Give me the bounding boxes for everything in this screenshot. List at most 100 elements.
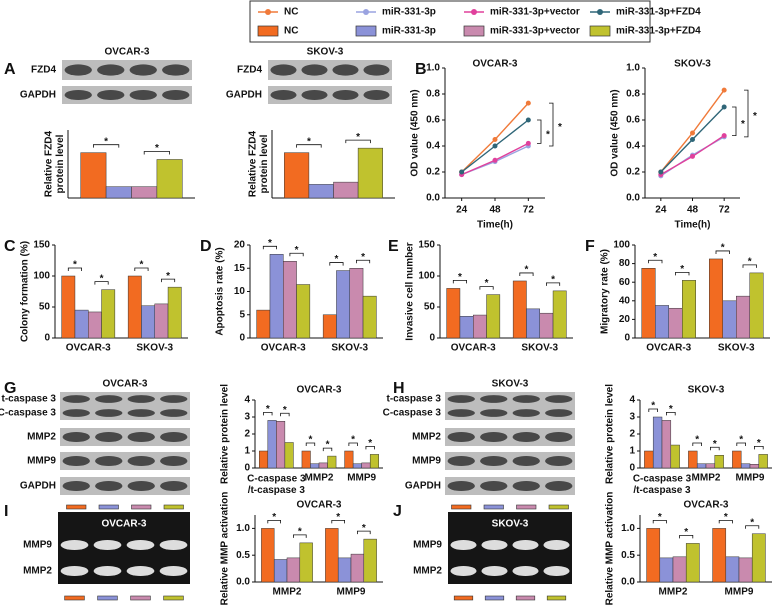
band [129, 89, 157, 101]
bar [284, 152, 310, 199]
panel-letter: C [4, 238, 16, 255]
bar [259, 450, 269, 469]
band [480, 395, 508, 403]
bar [131, 186, 158, 199]
band [332, 64, 359, 76]
chart-title: SKOV-3 [688, 385, 725, 396]
blot-strip [268, 60, 392, 80]
legend-marker [265, 9, 271, 15]
band [62, 409, 90, 417]
legend-label: miR-331-3p+vector [490, 7, 580, 18]
x-tick-label: OVCAR-3 [646, 343, 691, 354]
point [492, 137, 498, 142]
y-axis-label: Relative MMP activation [605, 492, 616, 606]
sig-label: * [724, 512, 728, 523]
bar [267, 420, 277, 469]
lane-marker [130, 595, 151, 601]
band [545, 480, 573, 492]
x-tick-label: 24 [456, 205, 468, 216]
blot-strip [62, 86, 192, 104]
lane-marker [163, 504, 184, 510]
sig-label: * [651, 401, 655, 412]
blot-strip [60, 452, 190, 470]
sig-label: * [669, 404, 673, 415]
lane-marker [98, 504, 119, 510]
sig-bracket [648, 408, 658, 412]
x-tick-label: MMP9 [725, 587, 754, 598]
sig-label: * [684, 527, 688, 538]
sig-label: * [336, 512, 340, 523]
panel-letter: H [393, 380, 405, 397]
sig-bracket [305, 442, 316, 446]
y-tick-label: 0.5 [621, 550, 635, 561]
x-tick-label: SKOV-3 [136, 343, 173, 354]
bar [688, 450, 698, 469]
y-tick-label: 10 [234, 286, 246, 297]
x-tick-label: OVCAR-3 [66, 343, 111, 354]
x-tick-label: MMP9 [337, 587, 366, 598]
band [95, 455, 123, 467]
sig-bracket [744, 89, 749, 138]
blot-label: FZD4 [237, 65, 262, 76]
y-axis-label: Migratory rate (%) [600, 249, 611, 334]
bar [344, 450, 354, 469]
blot-label: C-caspase 3 [0, 408, 56, 419]
bar [301, 450, 311, 469]
blot-label: MMP9 [23, 540, 52, 551]
bar [74, 309, 89, 339]
bar [318, 462, 328, 469]
y-tick-label: 1.0 [236, 523, 250, 534]
band [480, 480, 508, 492]
sig-label: * [268, 238, 272, 249]
bar [273, 559, 288, 583]
blot-strip [445, 428, 575, 446]
sig-bracket [329, 262, 344, 266]
sig-label: * [741, 119, 745, 130]
bar [512, 280, 527, 339]
band [95, 395, 123, 403]
band [126, 539, 155, 551]
sig-bracket [692, 442, 702, 446]
legend-swatch [355, 25, 377, 37]
band [481, 565, 508, 577]
bar [641, 268, 656, 339]
blot-label: MMP2 [27, 432, 56, 443]
sig-bracket [348, 442, 358, 446]
chart-title: OVCAR-3 [296, 500, 341, 511]
point [658, 169, 664, 175]
x-tick-label: SKOV-3 [521, 343, 558, 354]
band [97, 64, 125, 76]
y-axis-label: Relative protein level [605, 384, 616, 484]
blot-label: GAPDH [20, 90, 56, 101]
panel-letter: B [415, 61, 427, 78]
bar [668, 307, 683, 339]
y-tick-label: 0.4 [626, 141, 640, 152]
legend-swatch [463, 25, 485, 37]
sig-label: * [458, 272, 462, 283]
y-tick-label: 0.0 [621, 577, 635, 588]
y-tick-label: 3 [244, 412, 250, 423]
bar [696, 463, 707, 469]
bar [552, 290, 567, 339]
y-tick-label: 100 [418, 271, 435, 282]
bar [740, 463, 751, 469]
sig-label: * [334, 254, 338, 265]
lane-marker [64, 595, 85, 601]
sig-label: * [721, 243, 725, 254]
sig-bracket [67, 267, 82, 271]
sig-bracket [732, 106, 737, 136]
bar [369, 454, 379, 469]
sig-label: * [695, 435, 699, 446]
blot-strip [60, 406, 190, 420]
sig-label: * [485, 278, 489, 289]
x-tick-label: 72 [719, 205, 731, 216]
blot-title: OVCAR-3 [101, 519, 146, 530]
bar [672, 556, 687, 583]
blot-strip [445, 452, 575, 470]
sig-label: * [713, 439, 717, 450]
band [512, 395, 540, 403]
sig-label: * [739, 435, 743, 446]
panel-letter: J [393, 503, 402, 520]
blot-label: t-caspase 3 [387, 394, 442, 405]
band [64, 89, 92, 101]
